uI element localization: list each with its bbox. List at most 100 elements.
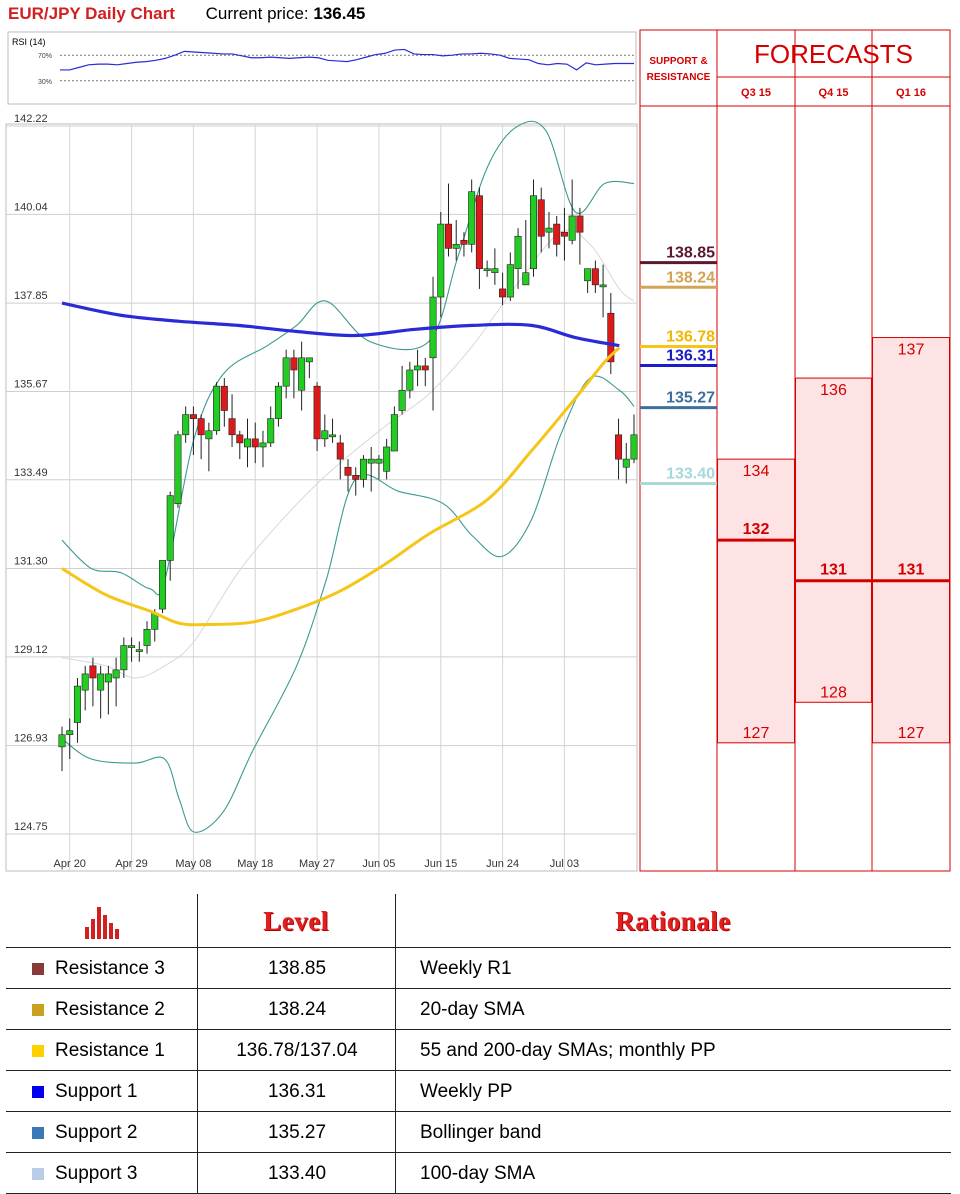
candle-bullish	[359, 458, 367, 480]
sr-level-label: 133.40	[666, 465, 715, 482]
sr-level-label: 138.85	[666, 245, 715, 262]
candle-bullish	[329, 434, 337, 438]
level-name: Resistance 1	[55, 1039, 165, 1061]
table-row: Resistance 3 138.85 Weekly R1	[6, 948, 951, 989]
forecast-central-value: 131	[820, 562, 847, 579]
candle-bearish	[444, 223, 452, 249]
candle-bearish	[560, 231, 568, 237]
candle-bearish	[344, 466, 352, 476]
candle-bullish	[468, 191, 476, 245]
table-divider	[197, 894, 198, 1194]
level-color-swatch	[32, 1003, 44, 1016]
candle-bearish	[475, 195, 483, 269]
sma-200-line	[61, 301, 620, 348]
level-name-cell: Support 3	[32, 1153, 137, 1194]
level-rationale: 55 and 200-day SMAs; monthly PP	[420, 1039, 716, 1061]
candle-bullish	[213, 385, 221, 432]
candle-bearish	[352, 475, 360, 480]
date-tick-label: Jun 05	[362, 858, 395, 870]
candle-bullish	[205, 430, 213, 440]
candle-bullish	[282, 357, 290, 387]
candle-bullish	[66, 730, 74, 736]
table-row: Support 3 133.40 100-day SMA	[6, 1153, 951, 1194]
candle-bullish	[414, 365, 422, 371]
forecast-quarter-label: Q3 15	[741, 87, 771, 99]
bollinger-lower-line	[61, 375, 635, 833]
current-price-label: Current price:	[205, 4, 309, 23]
candle-bearish	[189, 414, 197, 419]
candle-bullish	[321, 430, 329, 440]
level-color-swatch	[32, 1126, 44, 1139]
price-tick-label: 129.12	[14, 644, 48, 656]
candle-bullish	[367, 458, 375, 464]
levels-table: Level Rationale Resistance 3 138.85 Weekly…	[6, 894, 951, 1194]
candle-bullish	[298, 357, 306, 391]
candle-bearish	[607, 312, 615, 363]
candle-bearish	[313, 385, 321, 440]
date-tick-label: Jul 03	[550, 858, 579, 870]
candle-bearish	[228, 418, 236, 436]
level-value: 135.27	[267, 1121, 327, 1143]
candle-bullish	[143, 629, 151, 646]
chart-header: EUR/JPY Daily Chart Current price: 136.4…	[8, 4, 365, 26]
chart-bars-icon	[6, 894, 197, 948]
forecast-high-value: 136	[820, 382, 847, 399]
candle-bullish	[599, 284, 607, 288]
forecast-high-value: 137	[898, 342, 925, 359]
level-rationale: Weekly PP	[420, 1080, 513, 1102]
candle-bullish	[158, 560, 166, 610]
level-name: Support 3	[55, 1162, 138, 1184]
forecast-high-value: 134	[743, 463, 770, 480]
table-row: Support 1 136.31 Weekly PP	[6, 1071, 951, 1112]
level-name-cell: Support 1	[32, 1071, 137, 1112]
level-name-cell: Resistance 3	[32, 948, 165, 989]
support-resistance-header: RESISTANCE	[647, 72, 711, 83]
date-tick-label: Jun 24	[486, 858, 519, 870]
level-value: 136.31	[267, 1080, 327, 1102]
candle-bearish	[591, 268, 599, 286]
candle-bullish	[406, 369, 414, 391]
table-row: Support 2 135.27 Bollinger band	[6, 1112, 951, 1153]
table-row: Resistance 2 138.24 20-day SMA	[6, 989, 951, 1030]
price-tick-label: 124.75	[14, 821, 48, 833]
forecast-range-box	[795, 377, 872, 703]
level-name: Resistance 2	[55, 998, 165, 1020]
candle-bullish	[437, 223, 445, 298]
candle-bullish	[506, 264, 514, 298]
candle-bullish	[120, 645, 128, 671]
candle-bullish	[267, 418, 275, 444]
table-row: Resistance 1 136.78/137.04 55 and 200-day …	[6, 1030, 951, 1071]
candle-bearish	[236, 434, 244, 444]
candle-bullish	[522, 272, 530, 286]
candle-bearish	[197, 418, 205, 436]
candle-bullish	[545, 227, 553, 233]
level-name-cell: Resistance 2	[32, 989, 165, 1030]
date-tick-label: May 08	[175, 858, 211, 870]
date-tick-label: May 27	[299, 858, 335, 870]
level-rationale: 100-day SMA	[420, 1162, 536, 1184]
candle-bullish	[274, 385, 282, 419]
level-name-cell: Resistance 1	[32, 1030, 165, 1071]
current-price-value: 136.45	[313, 4, 366, 23]
candle-bullish	[97, 673, 105, 691]
date-tick-label: Apr 29	[115, 858, 147, 870]
candle-bearish	[499, 288, 507, 298]
candle-bearish	[251, 438, 259, 448]
candle-bearish	[460, 239, 468, 245]
date-tick-label: Jun 15	[424, 858, 457, 870]
forecast-range-box	[717, 458, 795, 744]
candle-bullish	[584, 268, 592, 282]
candle-bullish	[383, 446, 391, 472]
rsi-line	[60, 48, 634, 71]
candle-bullish	[514, 235, 522, 269]
sr-level-label: 136.78	[666, 328, 715, 345]
rationale-header: Rationale	[615, 905, 731, 936]
level-value: 138.85	[267, 957, 327, 979]
date-tick-label: Apr 20	[54, 858, 86, 870]
sr-level-label: 138.24	[666, 269, 715, 286]
candle-bearish	[421, 365, 429, 371]
forecast-low-value: 128	[820, 684, 847, 701]
candle-bullish	[135, 649, 143, 652]
level-color-swatch	[32, 962, 44, 975]
bollinger-upper-line	[61, 120, 635, 596]
